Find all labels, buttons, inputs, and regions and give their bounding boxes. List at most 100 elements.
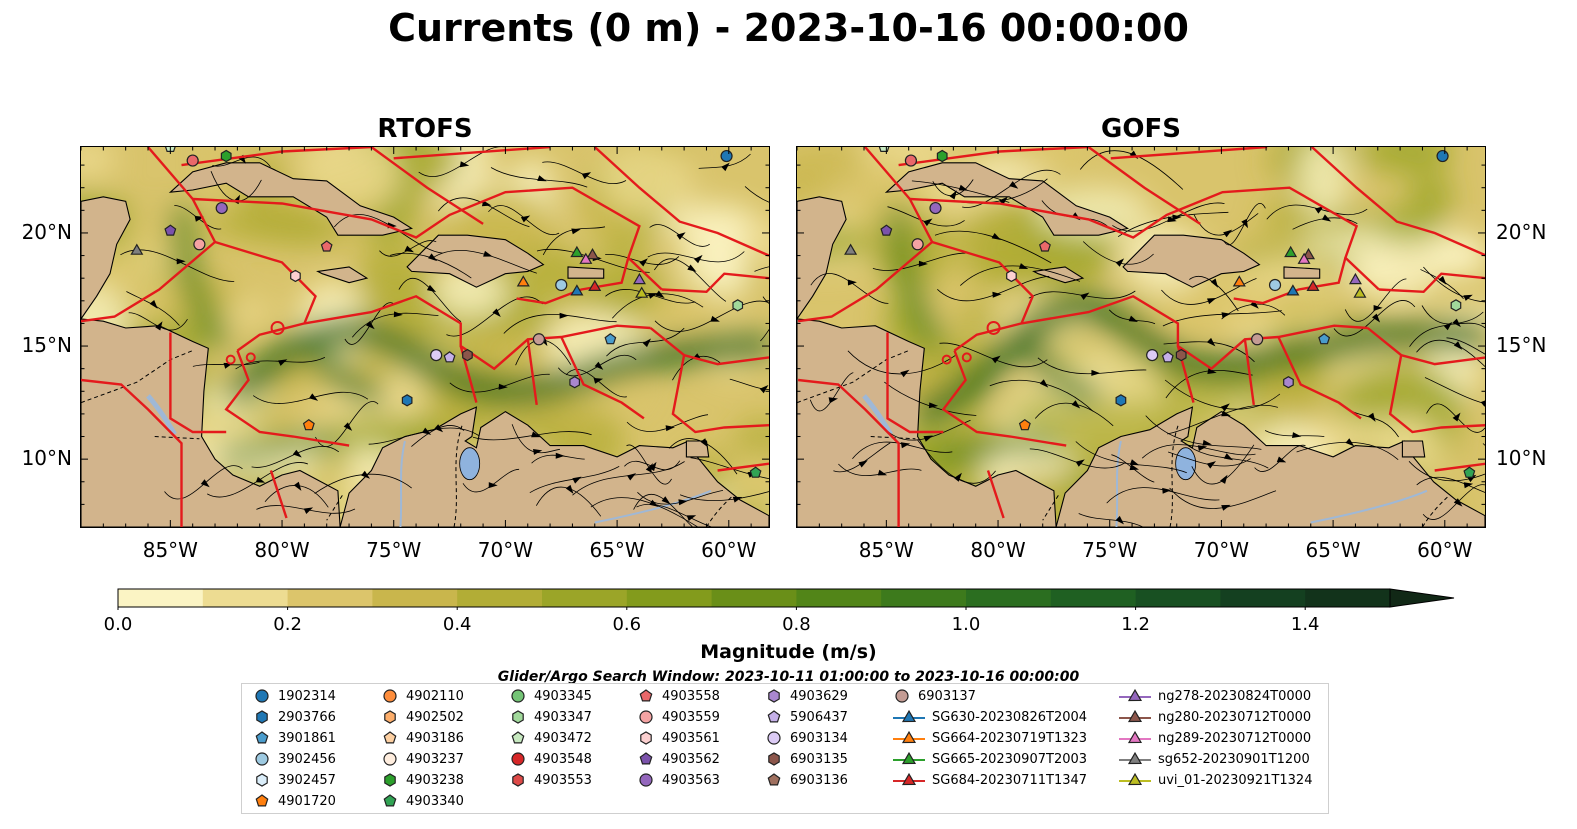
legend-item: SG664-20230719T1323: [892, 728, 1087, 748]
legend-label: 5906437: [790, 709, 848, 725]
float-marker: [720, 149, 733, 163]
legend-label: 4903472: [534, 730, 592, 746]
legend-marker: [511, 689, 525, 703]
legend-marker-icon: [1119, 730, 1151, 744]
float-marker: [443, 351, 456, 363]
legend-item: 4903562: [636, 749, 720, 769]
legend-item: 4903561: [636, 728, 720, 748]
legend-marker: [1127, 730, 1143, 744]
legend-marker-icon: [511, 689, 525, 703]
colorbar-tick-label: 0.6: [612, 614, 642, 635]
colorbar-bin: [287, 589, 373, 607]
legend-marker: [639, 752, 653, 765]
float-marker: [632, 272, 646, 285]
colorbar-bin: [1135, 589, 1221, 607]
legend-label: 4903237: [406, 751, 464, 767]
float-marker: [1463, 466, 1476, 478]
colorbar-tick-label: 0.2: [273, 614, 302, 635]
longitude-tick-label: 85°W: [142, 538, 198, 562]
legend-marker: [767, 731, 781, 745]
legend-item: 4903558: [636, 686, 720, 706]
legend-marker-icon: [383, 794, 397, 807]
float-marker: [290, 269, 301, 283]
search-window-caption: Glider/Argo Search Window: 2023-10-11 01…: [497, 669, 1080, 685]
legend-item: 4903340: [380, 791, 464, 811]
map-panel-rtofs: [80, 146, 770, 528]
longitude-tick-label: 65°W: [589, 538, 645, 562]
legend-marker: [895, 689, 909, 703]
legend-marker: [1127, 772, 1143, 786]
legend-marker-icon: [1119, 772, 1151, 786]
float-marker: [604, 333, 617, 345]
legend-marker: [512, 773, 524, 787]
colorbar-bin: [1220, 589, 1306, 607]
streamline-arrows: [828, 150, 1485, 525]
legend-marker-icon: [383, 689, 397, 703]
lake-maracaibo: [1175, 447, 1197, 481]
latitude-tick-label: 20°N: [1496, 219, 1547, 244]
legend-label: ng280-20230712T0000: [1158, 709, 1312, 725]
legend-item: SG665-20230907T2003: [892, 749, 1087, 769]
legend-marker: [383, 752, 397, 766]
legend-item: 4902110: [380, 686, 464, 706]
legend-label: 4903345: [534, 688, 592, 704]
colorbar: [117, 588, 1455, 610]
longitude-tick-label: 75°W: [366, 538, 422, 562]
float-marker: [929, 201, 942, 215]
float-marker: [1038, 240, 1051, 252]
legend-marker: [384, 710, 396, 724]
float-marker: [1450, 299, 1462, 312]
float-marker: [570, 245, 584, 258]
float-marker: [164, 224, 177, 236]
map-canvas: [81, 147, 769, 527]
float-marker: [430, 348, 443, 362]
legend-item: 4903237: [380, 749, 464, 769]
legend-label: 6903137: [918, 688, 976, 704]
legend-marker-icon: [893, 772, 925, 786]
legend-item: 4903563: [636, 770, 720, 790]
legend-label: 4902110: [406, 688, 464, 704]
legend-marker-icon: [639, 689, 653, 702]
colorbar-tick-label: 0.8: [782, 614, 811, 635]
legend-item: 4903345: [508, 686, 592, 706]
legend-marker-icon: [768, 689, 780, 703]
legend-marker: [768, 689, 780, 703]
float-marker: [904, 154, 918, 167]
legend-marker: [767, 773, 781, 786]
legend-marker: [768, 752, 780, 766]
legend-marker-icon: [384, 773, 396, 787]
legend-label: SG630-20230826T2004: [932, 709, 1088, 725]
legend-marker-icon: [255, 794, 269, 807]
land-masses: [81, 162, 769, 527]
latitude-tick-label: 15°N: [21, 333, 72, 358]
float-marker: [1268, 278, 1282, 292]
legend-marker-icon: [383, 752, 397, 766]
legend-label: SG684-20230711T1347: [932, 772, 1088, 788]
river: [594, 489, 712, 524]
legend-label: 4902502: [406, 709, 464, 725]
legend-marker: [384, 773, 396, 787]
legend-item: 4902502: [380, 707, 464, 727]
legend-item: 4903472: [508, 728, 592, 748]
float-marker: [1146, 348, 1159, 362]
legend-marker-icon: [256, 773, 268, 787]
river: [1310, 489, 1428, 524]
legend-marker: [901, 772, 917, 786]
latitude-tick-label: 10°N: [1496, 446, 1547, 471]
legend-marker: [901, 709, 917, 723]
legend-item: uvi_01-20230921T1324: [1118, 770, 1312, 790]
float-marker: [555, 278, 568, 292]
boundary-loop: [270, 320, 285, 335]
longitude-tick-label: 80°W: [970, 538, 1026, 562]
legend-label: 4903559: [662, 709, 720, 725]
legend-marker: [901, 751, 917, 765]
legend-item: 4903548: [508, 749, 592, 769]
float-marker: [586, 247, 600, 260]
latitude-tick-label: 15°N: [1496, 333, 1547, 358]
legend-item: 3902456: [252, 749, 336, 769]
legend-label: 4903561: [662, 730, 720, 746]
legend-marker-icon: [1119, 709, 1151, 723]
float-marker: [569, 376, 580, 389]
legend-item: 4903553: [508, 770, 592, 790]
float-marker: [1353, 286, 1367, 298]
